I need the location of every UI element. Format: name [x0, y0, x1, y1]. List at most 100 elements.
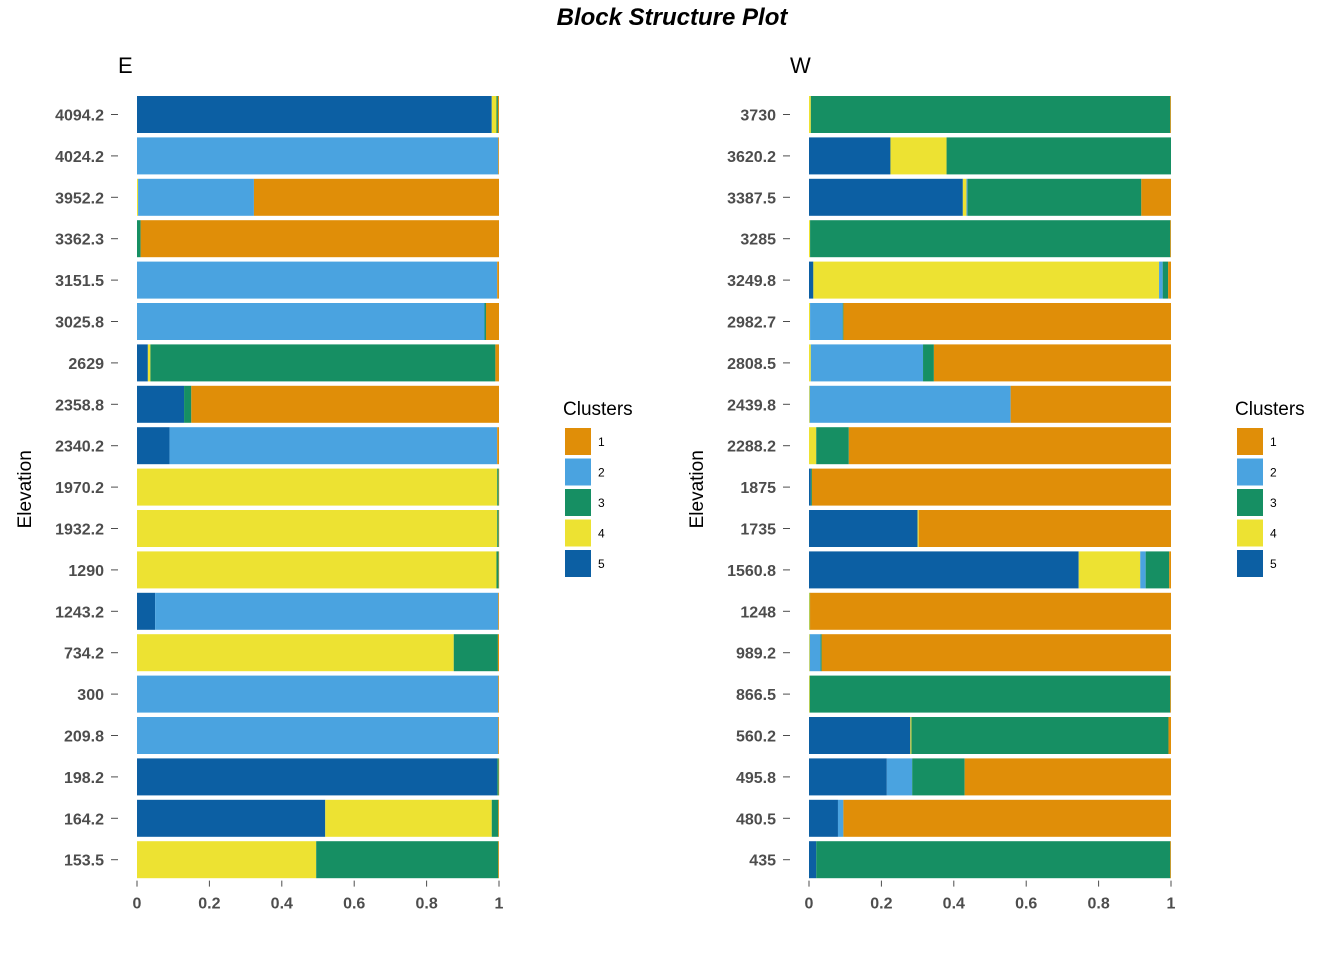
bar-segment-cluster-4 [137, 468, 498, 506]
y-tick-label: 2288.2 [727, 439, 776, 456]
legend-label-2: 2 [1270, 466, 1277, 480]
bar-segment-cluster-1 [497, 427, 499, 465]
bar-segment-cluster-3 [946, 137, 1171, 175]
bar-segment-cluster-3 [816, 841, 1171, 879]
y-tick-label: 153.5 [64, 853, 104, 870]
legend-title: Clusters [563, 399, 633, 420]
bar-segment-cluster-3 [820, 634, 822, 672]
bar-segment-cluster-2 [966, 178, 968, 216]
y-tick-label: 1875 [740, 480, 776, 497]
bar-segment-cluster-1 [498, 717, 499, 754]
y-tick-label: 3362.3 [55, 232, 104, 249]
y-tick-label: 3285 [740, 232, 776, 249]
bar-segment-cluster-1 [497, 96, 499, 133]
bar-segment-cluster-5 [809, 137, 891, 175]
legend-label-1: 1 [1270, 435, 1277, 449]
legend-swatch-1 [1237, 428, 1263, 455]
bar-segment-cluster-5 [809, 551, 1079, 589]
bar-segment-cluster-2 [837, 799, 844, 837]
bar-segment-cluster-1 [498, 592, 499, 630]
y-tick-label: 1932.2 [55, 522, 104, 539]
x-tick-label: 0.2 [870, 896, 892, 913]
y-tick-label: 2340.2 [55, 439, 104, 456]
y-tick-label: 2439.8 [727, 397, 776, 414]
bar-segment-cluster-1 [498, 841, 499, 879]
bar-segment-cluster-3 [923, 344, 934, 382]
y-tick-label: 3620.2 [727, 149, 776, 166]
bar-segment-cluster-2 [137, 261, 498, 299]
bar-segment-cluster-3 [137, 220, 141, 258]
bar-segment-cluster-1 [1170, 220, 1171, 258]
bar-segment-cluster-3 [491, 799, 499, 837]
bar-segment-cluster-4 [809, 220, 811, 258]
bar-segment-cluster-1 [253, 178, 499, 216]
bar-segment-cluster-3 [453, 634, 498, 672]
bar-segment-cluster-1 [497, 261, 499, 299]
bar-segment-cluster-5 [809, 758, 887, 796]
bar-segment-cluster-5 [137, 592, 156, 630]
x-tick-label: 0 [133, 896, 142, 913]
y-tick-label: 3952.2 [55, 190, 104, 207]
y-tick-label: 1290 [68, 563, 104, 580]
bar-segment-cluster-3 [497, 510, 499, 547]
bar-segment-cluster-3 [484, 303, 486, 340]
legend-label-3: 3 [1270, 496, 1277, 510]
bar-segment-cluster-1 [918, 510, 1171, 547]
bar-segment-cluster-1 [843, 303, 1171, 340]
bar-segment-cluster-1 [1010, 385, 1171, 423]
bar-segment-cluster-1 [964, 758, 1171, 796]
bar-segment-cluster-2 [137, 717, 499, 754]
y-tick-label: 3249.8 [727, 273, 776, 290]
bar-segment-cluster-1 [1170, 841, 1171, 879]
bar-segment-cluster-1 [497, 634, 499, 672]
bar-segment-cluster-3 [184, 385, 192, 423]
y-tick-label: 1243.2 [55, 604, 104, 621]
bar-segment-cluster-1 [1169, 551, 1171, 589]
bar-segment-cluster-4 [809, 675, 810, 713]
bar-segment-cluster-2 [138, 178, 254, 216]
bar-segment-cluster-3 [1162, 261, 1169, 299]
y-tick-label: 1735 [740, 522, 776, 539]
bar-segment-cluster-3 [496, 96, 498, 133]
bar-segment-cluster-4 [491, 96, 497, 133]
bar-segment-cluster-2 [155, 592, 499, 630]
y-tick-label: 209.8 [64, 729, 104, 746]
bar-segment-cluster-3 [842, 303, 844, 340]
y-tick-label: 3151.5 [55, 273, 104, 290]
y-tick-label: 2629 [68, 356, 104, 373]
y-tick-label: 1560.8 [727, 563, 776, 580]
bar-segment-cluster-5 [809, 799, 838, 837]
bar-segment-cluster-4 [325, 799, 492, 837]
bar-segment-cluster-5 [137, 385, 185, 423]
bar-segment-cluster-1 [811, 468, 1171, 506]
y-tick-label: 164.2 [64, 811, 104, 828]
bar-segment-cluster-4 [890, 137, 947, 175]
bar-segment-cluster-1 [1168, 261, 1171, 299]
y-tick-label: 3730 [740, 108, 776, 125]
legend-swatch-4 [1237, 519, 1263, 547]
y-tick-label: 4024.2 [55, 149, 104, 166]
bar-segment-cluster-2 [137, 137, 499, 175]
legend-label-2: 2 [598, 466, 605, 480]
bar-segment-cluster-1 [1170, 675, 1171, 713]
y-tick-label: 734.2 [64, 646, 104, 663]
bar-segment-cluster-1 [1170, 96, 1171, 133]
bar-segment-cluster-1 [498, 675, 499, 713]
bar-segment-cluster-3 [496, 551, 499, 589]
bar-segment-cluster-5 [137, 344, 148, 382]
bar-segment-cluster-1 [810, 592, 1171, 630]
y-tick-label: 300 [77, 687, 104, 704]
bar-segment-cluster-4 [809, 592, 810, 630]
bar-segment-cluster-4 [813, 261, 1160, 299]
legend-swatch-2 [1237, 458, 1263, 486]
legend-swatch-1 [565, 428, 591, 455]
bar-segment-cluster-5 [809, 468, 811, 506]
bar-segment-cluster-2 [810, 344, 924, 382]
bar-segment-cluster-5 [809, 717, 911, 754]
bar-segment-cluster-5 [809, 261, 814, 299]
x-tick-label: 0.4 [943, 896, 965, 913]
y-axis-title: Elevation [15, 450, 36, 528]
bar-segment-cluster-2 [169, 427, 498, 465]
legend-label-4: 4 [1270, 527, 1277, 541]
bar-segment-cluster-5 [809, 178, 963, 216]
